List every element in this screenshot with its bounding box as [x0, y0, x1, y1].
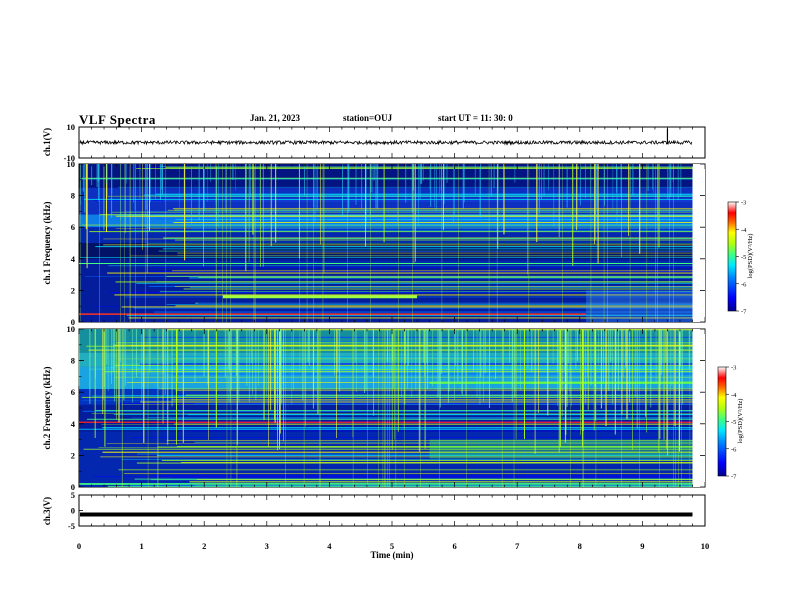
y-tick-label: 6 — [71, 222, 75, 232]
ch2-colorbar-label: log(PSD)(V²/Hz) — [737, 399, 744, 444]
y-tick-label: 10 — [67, 159, 76, 169]
colorbar-tick-label: -4 — [731, 392, 737, 399]
colorbar-tick-label: -4 — [741, 227, 747, 234]
x-tick-label: 6 — [452, 541, 456, 551]
x-tick-label: 10 — [701, 541, 710, 551]
y-tick-label: -5 — [68, 521, 75, 531]
x-tick-label: 0 — [77, 541, 81, 551]
ch1-spectrogram-ylabel-text: ch.1 Frequency (kHz) — [42, 201, 52, 284]
ch1-waveform-line — [79, 139, 693, 146]
ch2-colorbar-gradient — [717, 366, 727, 477]
spectrogram-band — [79, 329, 693, 353]
y-tick-label: 8 — [71, 191, 75, 201]
spectrogram-no-data — [692, 329, 705, 487]
station-label: station=OUJ — [343, 113, 393, 123]
colorbar-tick-label: -7 — [731, 474, 737, 481]
ch2-spectrogram — [78, 329, 705, 487]
colorbar-tick-label: -7 — [741, 309, 747, 316]
ch1-colorbar-label: log(PSD)(V²/Hz) — [747, 234, 754, 279]
y-tick-label: 0 — [71, 317, 75, 327]
start-time-label: start UT = 11: 30: 0 — [438, 113, 513, 123]
colorbar-tick-label: -5 — [741, 254, 746, 261]
ch3-waveform-ylabel: ch.3(V) — [42, 497, 52, 525]
spectrogram-band — [79, 258, 693, 322]
x-axis-label: Time (min) — [370, 550, 413, 560]
y-tick-label: 8 — [71, 356, 75, 366]
ch1-spectrogram-ylabel: ch.1 Frequency (kHz) — [42, 201, 52, 284]
y-tick-label: 6 — [71, 387, 75, 397]
colorbar-tick-label: -3 — [741, 200, 746, 207]
spectrogram-band — [79, 366, 693, 390]
ch1-colorbar-gradient — [727, 201, 737, 312]
y-tick-label: 0 — [71, 506, 75, 516]
ch1-waveform-trace: 10 -10 — [64, 122, 693, 163]
x-tick-label: 2 — [202, 541, 206, 551]
y-tick-label: -10 — [64, 153, 75, 163]
colorbar-tick-label: -5 — [731, 419, 736, 426]
ch1-colorbar: log(PSD)(V²/Hz) -3 -4 -5 -6 -7 — [727, 200, 754, 316]
x-tick-label: 1 — [139, 541, 143, 551]
chart-title: VLF Spectra — [79, 112, 156, 127]
y-tick-label: 10 — [67, 122, 76, 132]
colorbar-tick-label: -6 — [741, 281, 747, 288]
ch3-waveform-trace: 5 0 -5 — [68, 490, 693, 531]
spectrogram-no-data — [692, 164, 705, 322]
y-tick-label: 4 — [71, 254, 76, 264]
y-tick-label: 0 — [71, 482, 75, 492]
colorbar-tick-label: -6 — [731, 446, 737, 453]
y-tick-label: 10 — [67, 324, 76, 334]
x-tick-label: 4 — [327, 541, 332, 551]
ch1-waveform-ylabel: ch.1(V) — [42, 128, 52, 156]
date-label: Jan. 21, 2023 — [250, 113, 301, 123]
y-tick-label: 4 — [71, 419, 76, 429]
x-tick-label: 5 — [390, 541, 394, 551]
y-tick-label: 5 — [71, 490, 75, 500]
colorbar-tick-label: -3 — [731, 365, 736, 372]
spectrogram-feature — [586, 290, 693, 322]
x-tick-label: 8 — [578, 541, 582, 551]
ch2-colorbar: log(PSD)(V²/Hz) -3 -4 -5 -6 -7 — [717, 365, 744, 481]
x-tick-label: 3 — [265, 541, 269, 551]
spectrogram-band — [79, 227, 693, 243]
ch1-spectrogram — [79, 164, 705, 322]
spectrogram-feature — [429, 439, 693, 459]
x-tick-label: 9 — [640, 541, 644, 551]
spectrogram-band — [79, 214, 693, 228]
x-tick-label: 7 — [515, 541, 520, 551]
y-tick-label: 2 — [71, 285, 75, 295]
ch2-spectrogram-ylabel: ch.2 Frequency (kHz) — [42, 366, 52, 449]
y-tick-label: 2 — [71, 450, 75, 460]
ch2-spectrogram-ylabel-text: ch.2 Frequency (kHz) — [42, 366, 52, 449]
